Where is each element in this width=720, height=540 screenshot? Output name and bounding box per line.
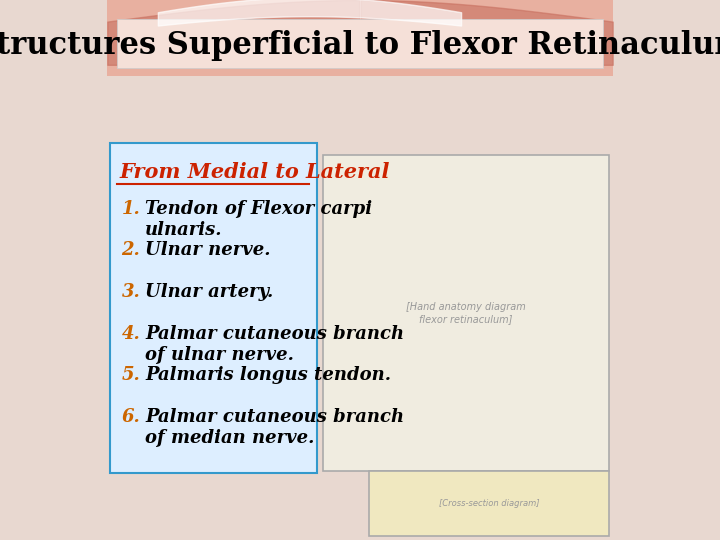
- Text: [Cross-section diagram]: [Cross-section diagram]: [438, 499, 539, 508]
- Text: 2.: 2.: [122, 241, 140, 259]
- Text: Ulnar nerve.: Ulnar nerve.: [145, 241, 271, 259]
- Text: 3.: 3.: [122, 283, 140, 301]
- Text: 5.: 5.: [122, 366, 140, 384]
- Text: Tendon of Flexor carpi: Tendon of Flexor carpi: [145, 200, 372, 218]
- Text: of ulnar nerve.: of ulnar nerve.: [145, 346, 294, 364]
- Text: Structures Superficial to Flexor Retinaculum: Structures Superficial to Flexor Retinac…: [0, 30, 720, 62]
- Text: [Hand anatomy diagram
flexor retinaculum]: [Hand anatomy diagram flexor retinaculum…: [406, 302, 526, 324]
- Text: 4.: 4.: [122, 325, 140, 342]
- Text: Ulnar artery.: Ulnar artery.: [145, 283, 274, 301]
- Text: Palmaris longus tendon.: Palmaris longus tendon.: [145, 366, 391, 384]
- Text: ulnaris.: ulnaris.: [145, 221, 222, 239]
- FancyBboxPatch shape: [117, 19, 603, 68]
- FancyBboxPatch shape: [107, 0, 613, 76]
- Text: Palmar cutaneous branch: Palmar cutaneous branch: [145, 408, 405, 426]
- Text: 1.: 1.: [122, 200, 140, 218]
- FancyBboxPatch shape: [369, 471, 609, 536]
- Text: Palmar cutaneous branch: Palmar cutaneous branch: [145, 325, 405, 342]
- Text: From Medial to Lateral: From Medial to Lateral: [120, 161, 390, 182]
- FancyBboxPatch shape: [323, 155, 609, 471]
- Text: 6.: 6.: [122, 408, 140, 426]
- Text: of median nerve.: of median nerve.: [145, 429, 315, 447]
- FancyBboxPatch shape: [110, 143, 317, 472]
